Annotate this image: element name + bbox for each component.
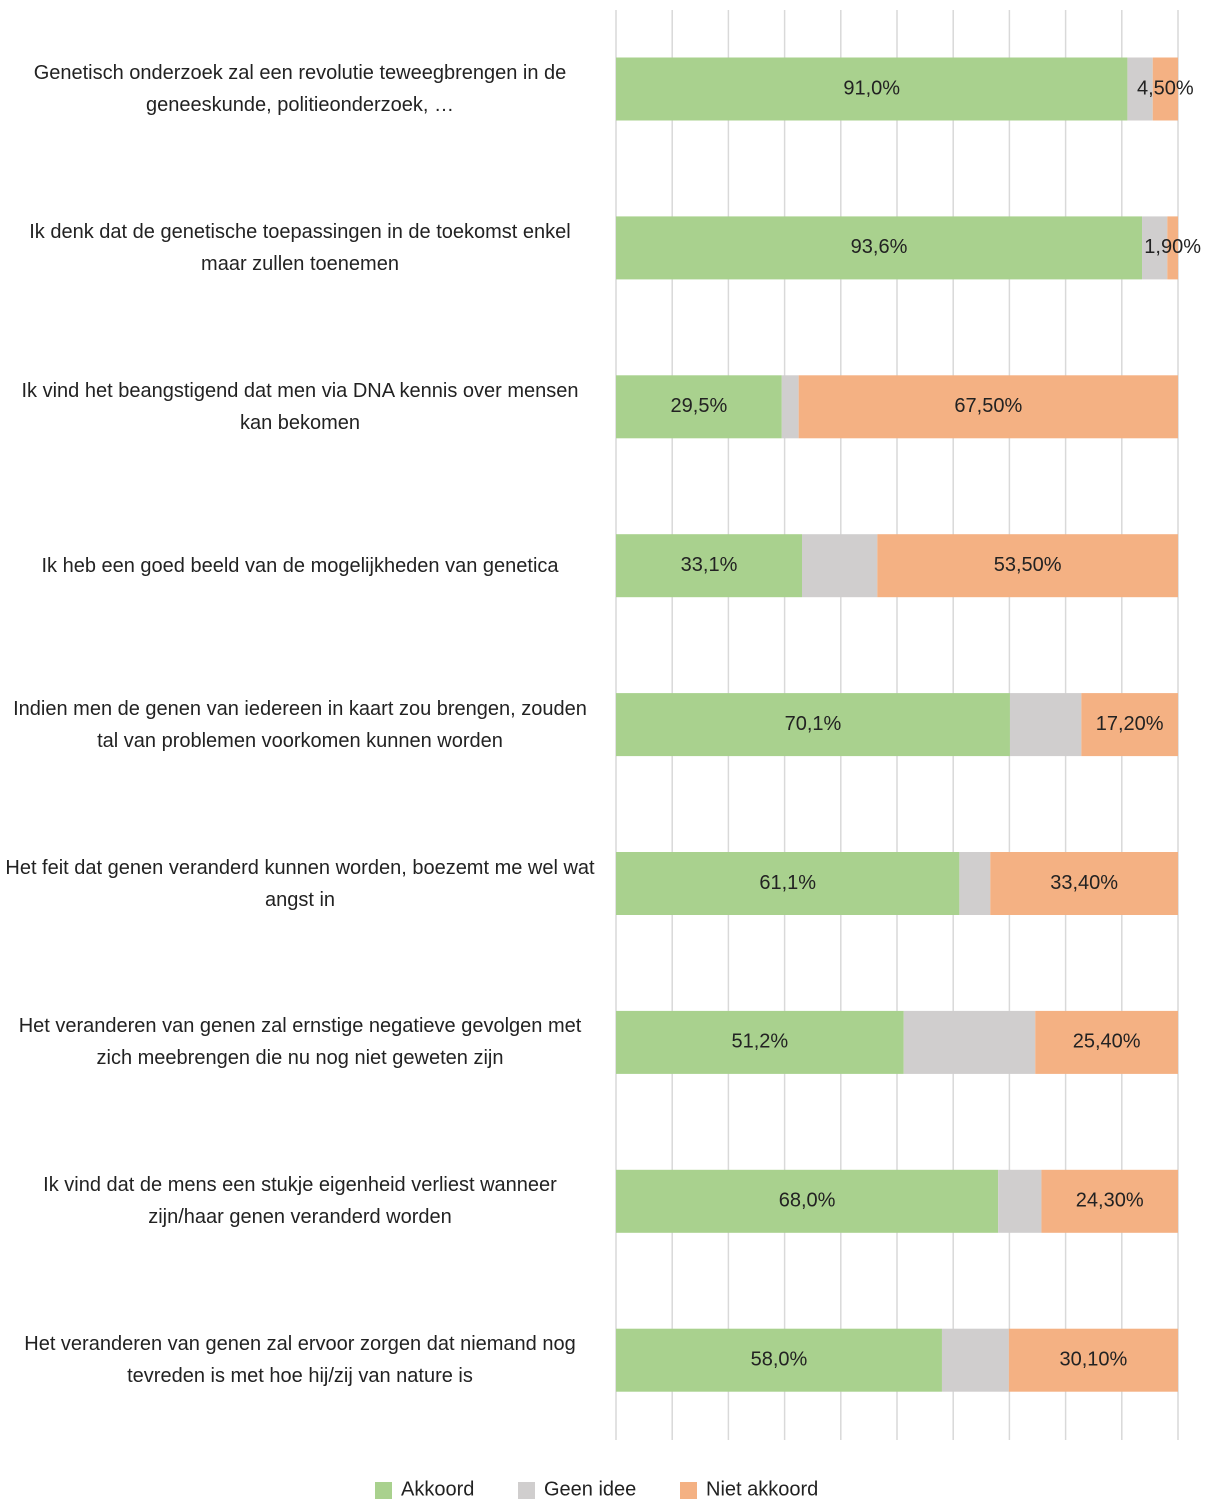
data-label: 4,50% — [1137, 77, 1194, 99]
data-label: 93,6% — [851, 236, 908, 258]
category-label: Het veranderen van genen zal ervoor zorg… — [24, 1333, 576, 1388]
bar-segment — [781, 375, 799, 439]
bar-segment — [1081, 693, 1178, 757]
bar-segment — [959, 852, 991, 915]
data-label: 1,90% — [1144, 236, 1201, 258]
bar-segment — [616, 852, 960, 915]
data-label: 17,20% — [1096, 713, 1164, 735]
legend-swatch — [518, 1482, 535, 1499]
category-label: Ik denk dat de genetische toepassingen i… — [29, 220, 571, 275]
bar-segment — [1142, 216, 1168, 280]
bar-segment — [941, 1328, 1009, 1392]
data-label: 70,1% — [785, 713, 842, 735]
bar-segment — [616, 375, 782, 439]
data-label: 61,1% — [759, 872, 816, 894]
data-label: 67,50% — [954, 395, 1022, 417]
bar-segment — [802, 534, 878, 598]
bar-segment — [616, 534, 803, 598]
bar-segment — [1009, 693, 1082, 757]
data-label: 25,40% — [1073, 1031, 1141, 1053]
data-label: 68,0% — [779, 1190, 836, 1212]
data-label: 51,2% — [732, 1031, 789, 1053]
data-label: 29,5% — [671, 395, 728, 417]
legend-swatch — [375, 1482, 392, 1499]
bar-segment — [1127, 57, 1153, 121]
bar-segment — [1035, 1010, 1178, 1074]
data-label: 30,10% — [1059, 1348, 1127, 1370]
bar-segment — [877, 534, 1178, 598]
data-label: 91,0% — [843, 77, 900, 99]
data-label: 24,30% — [1076, 1190, 1144, 1212]
bar-segment — [1008, 1328, 1178, 1392]
data-label: 53,50% — [994, 554, 1062, 576]
category-label: Ik vind het beangstigend dat men via DNA… — [21, 379, 579, 434]
bar-segment — [1041, 1169, 1178, 1233]
category-label: Ik vind dat de mens een stukje eigenheid… — [43, 1174, 557, 1229]
bar-segment — [1167, 216, 1178, 280]
bar-segment — [903, 1010, 1036, 1074]
category-label: Het veranderen van genen zal ernstige ne… — [18, 1015, 582, 1070]
legend-label: Niet akkoord — [706, 1478, 818, 1500]
category-label: Het feit dat genen veranderd kunnen word… — [5, 856, 595, 911]
bar-segment — [616, 1010, 904, 1074]
bar-segment — [990, 852, 1178, 915]
bar-segment — [616, 57, 1128, 121]
bar-segment — [1152, 57, 1178, 121]
category-label: Genetisch onderzoek zal een revolutie te… — [33, 62, 567, 116]
legend-label: Geen idee — [544, 1478, 636, 1500]
bar-segment — [616, 216, 1143, 280]
category-label: Indien men de genen van iedereen in kaar… — [13, 697, 587, 752]
category-label: Ik heb een goed beeld van de mogelijkhed… — [41, 554, 559, 577]
data-label: 33,1% — [681, 554, 738, 576]
bar-segment — [616, 693, 1010, 757]
bar-segment — [616, 1328, 942, 1392]
bar-segment — [616, 1169, 999, 1233]
bar-segment — [798, 375, 1178, 439]
bar-segment — [998, 1169, 1042, 1233]
data-label: 58,0% — [751, 1348, 808, 1370]
legend-swatch — [680, 1482, 697, 1499]
legend-label: Akkoord — [401, 1478, 474, 1500]
data-label: 33,40% — [1050, 872, 1118, 894]
